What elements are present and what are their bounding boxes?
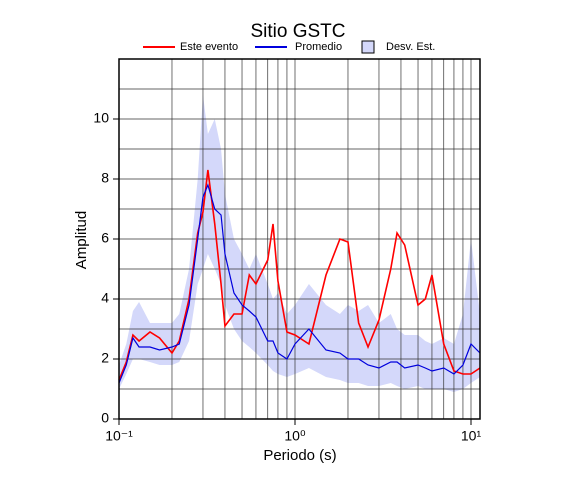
chart-title: Sitio GSTC xyxy=(250,21,345,42)
series-line xyxy=(118,169,481,381)
legend-swatch xyxy=(361,40,375,54)
y-tick-label: 2 xyxy=(101,350,109,366)
std-band xyxy=(119,95,480,392)
y-tick-label: 0 xyxy=(101,410,109,426)
y-axis-label: Amplitud xyxy=(73,211,90,269)
y-tick-label: 8 xyxy=(101,170,109,186)
y-tick-label: 4 xyxy=(101,290,109,306)
legend-label: Este evento xyxy=(180,41,238,53)
legend-label: Desv. Est. xyxy=(386,41,435,53)
x-axis-label: Periodo (s) xyxy=(263,447,336,464)
x-tick-label: 10⁻¹ xyxy=(105,428,133,444)
x-tick-label: 10⁰ xyxy=(284,428,306,444)
y-tick-label: 6 xyxy=(101,230,109,246)
series-line xyxy=(118,183,481,384)
y-tick-label: 10 xyxy=(93,110,109,126)
x-tick-label: 10¹ xyxy=(461,428,482,444)
legend-label: Promedio xyxy=(295,41,342,53)
